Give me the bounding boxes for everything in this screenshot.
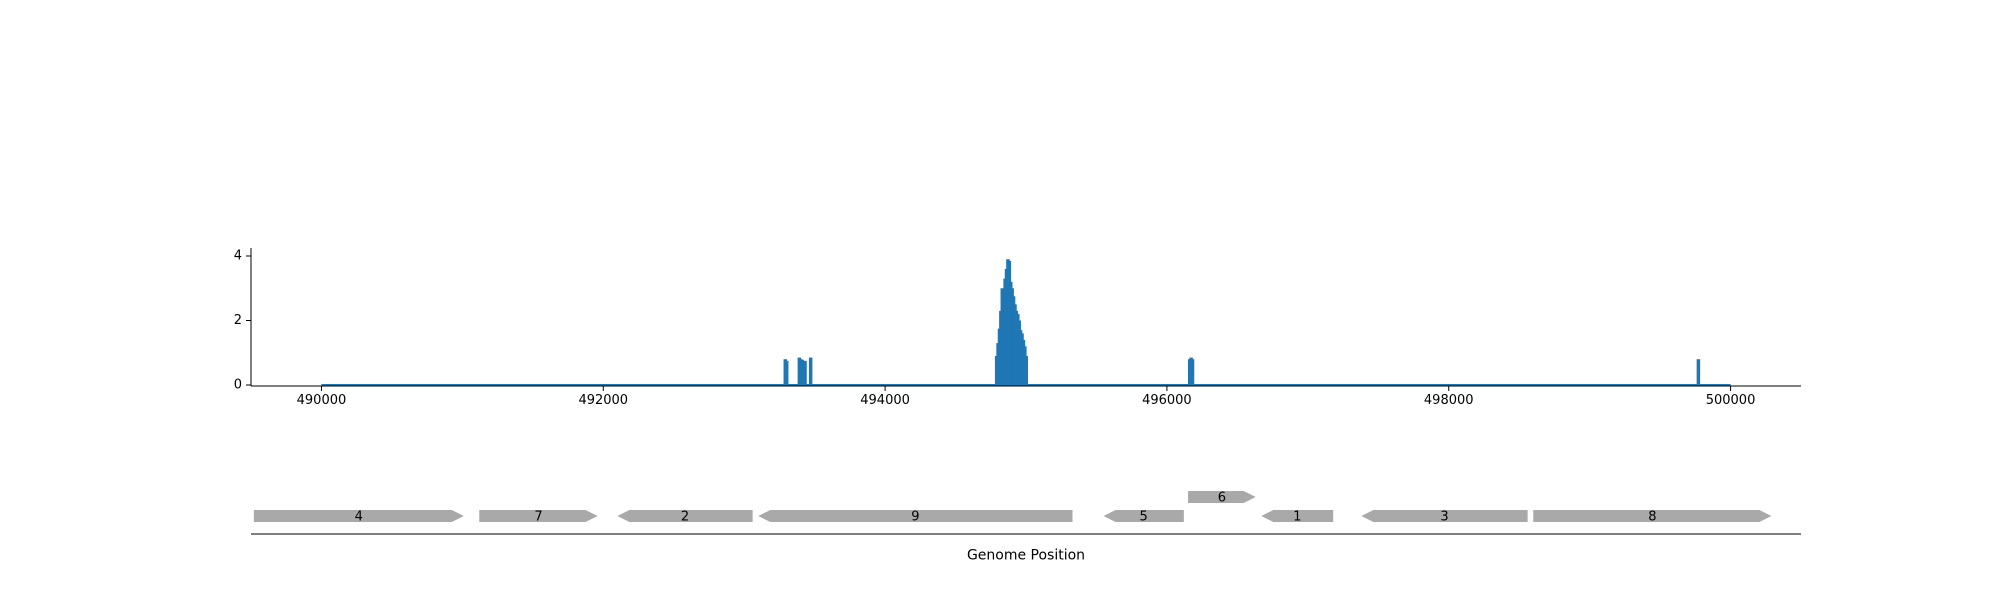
gene-arrow [617, 510, 753, 522]
gene-arrow [479, 510, 598, 522]
y-tick-label: 2 [234, 313, 242, 328]
gene-arrow [1188, 491, 1256, 503]
gene-label: 4 [355, 510, 363, 525]
gene-label: 5 [1140, 510, 1148, 525]
coverage-bar [784, 360, 789, 386]
coverage-bar [808, 357, 813, 386]
coverage-marks [321, 259, 1731, 386]
x-tick-label: 500000 [1706, 393, 1756, 408]
gene-label: 6 [1218, 491, 1226, 506]
y-tick-label: 4 [234, 249, 242, 264]
coverage-bar [1190, 359, 1195, 386]
gene-label: 8 [1648, 510, 1656, 525]
x-tick-label: 494000 [860, 393, 910, 408]
y-ticks: 0 2 4 [234, 249, 251, 393]
gene-arrow [253, 510, 464, 522]
coverage-bar [1696, 359, 1701, 386]
gene-arrows: 4 7 2 9 5 6 1 3 8 [253, 491, 1772, 525]
gene-track: 4 7 2 9 5 6 1 3 8 Genome Position [251, 491, 1801, 564]
coverage-plot: 490000 492000 494000 496000 498000 500000 0 2 4 [234, 248, 1801, 408]
x-ticks: 490000 492000 494000 496000 498000 500000 [297, 386, 1756, 408]
x-tick-label: 492000 [578, 393, 628, 408]
coverage-bar [803, 360, 807, 386]
y-tick-label: 0 [234, 378, 242, 393]
coverage-bar [800, 359, 804, 386]
gene-arrow [1103, 510, 1184, 522]
gene-arrow [758, 510, 1073, 522]
x-tick-label: 498000 [1424, 393, 1474, 408]
gene-arrow [1361, 510, 1528, 522]
genome-axis-label: Genome Position [967, 548, 1085, 564]
x-tick-label: 496000 [1142, 393, 1192, 408]
gene-label: 3 [1440, 510, 1448, 525]
x-tick-label: 490000 [297, 393, 347, 408]
gene-arrow [1533, 510, 1772, 522]
coverage-bar [1024, 355, 1028, 386]
gene-label: 1 [1293, 510, 1301, 525]
gene-label: 9 [911, 510, 919, 525]
gene-label: 2 [681, 510, 689, 525]
gene-arrow [1261, 510, 1334, 522]
gene-label: 7 [534, 510, 542, 525]
